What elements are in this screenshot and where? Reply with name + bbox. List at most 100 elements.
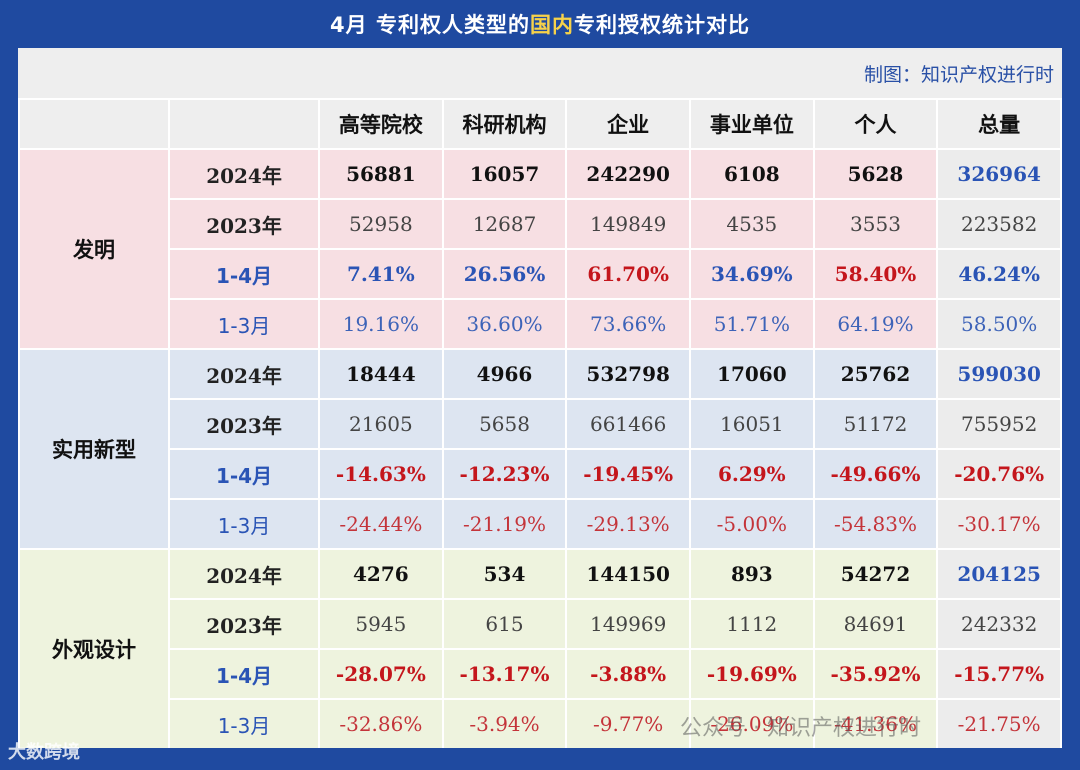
row-label: 2023年 <box>170 400 319 448</box>
row-label: 1-3月 <box>170 300 319 348</box>
row-label: 1-4月 <box>170 250 319 298</box>
row-label: 2024年 <box>170 350 319 398</box>
value-cell: -19.69% <box>691 650 813 698</box>
value-cell: 661466 <box>567 400 689 448</box>
value-cell: 5945 <box>320 600 442 648</box>
value-cell: -3.88% <box>567 650 689 698</box>
row-label: 1-4月 <box>170 650 319 698</box>
value-cell: -29.13% <box>567 500 689 548</box>
value-cell: -21.75% <box>938 700 1060 748</box>
value-cell: 893 <box>691 550 813 598</box>
value-cell: 19.16% <box>320 300 442 348</box>
value-cell: -20.76% <box>938 450 1060 498</box>
value-cell: -28.07% <box>320 650 442 698</box>
value-cell: 223582 <box>938 200 1060 248</box>
value-cell: 52958 <box>320 200 442 248</box>
value-cell: 7.41% <box>320 250 442 298</box>
row-label: 1-3月 <box>170 500 319 548</box>
table-row: 发明 2024年 56881 16057 242290 6108 5628 326964 <box>20 150 1060 348</box>
column-header: 科研机构 <box>443 100 566 148</box>
value-cell: 54272 <box>814 550 937 598</box>
value-cell: 6.29% <box>691 450 813 498</box>
value-cell: 18444 <box>320 350 442 398</box>
group-label: 发明 <box>20 150 169 348</box>
table-row: 2023年 5945 615 149969 1112 84691 242332 <box>20 600 1060 648</box>
value-cell: -19.45% <box>567 450 689 498</box>
row-label: 1-4月 <box>170 450 319 498</box>
value-cell: 34.69% <box>691 250 813 298</box>
column-header: 总量 <box>938 100 1060 148</box>
page-title: 4月 专利权人类型的 国内 专利授权统计对比 <box>0 0 1080 48</box>
value-cell: -5.00% <box>691 500 813 548</box>
value-cell: -9.77% <box>567 700 689 748</box>
column-header: 高等院校 <box>320 100 442 148</box>
title-highlight: 国内 <box>529 13 574 37</box>
title-prefix: 4月 专利权人类型的 <box>330 13 530 37</box>
value-cell: -12.23% <box>443 450 566 498</box>
value-cell: 326964 <box>938 150 1060 198</box>
value-cell: -3.94% <box>443 700 566 748</box>
column-header: 企业 <box>567 100 689 148</box>
table-row: 1-3月 -32.86% -3.94% -9.77% -26.09% -41.36% -21… <box>20 700 1060 748</box>
value-cell: 51172 <box>814 400 937 448</box>
table-row: 1-4月 -14.63% -12.23% -19.45% 6.29% -49.66% -20… <box>20 450 1060 498</box>
group-label: 外观设计 <box>20 550 169 748</box>
value-cell: -14.63% <box>320 450 442 498</box>
value-cell: 12687 <box>443 200 566 248</box>
title-suffix: 专利授权统计对比 <box>573 13 750 37</box>
row-label: 2024年 <box>170 550 319 598</box>
value-cell: 755952 <box>938 400 1060 448</box>
value-cell: 4966 <box>443 350 566 398</box>
value-cell: -24.44% <box>320 500 442 548</box>
row-label: 2023年 <box>170 600 319 648</box>
value-cell: 58.50% <box>938 300 1060 348</box>
value-cell: -15.77% <box>938 650 1060 698</box>
value-cell: 149969 <box>567 600 689 648</box>
value-cell: -49.66% <box>814 450 937 498</box>
table-row: 1-4月 -28.07% -13.17% -3.88% -19.69% -35.92% -1… <box>20 650 1060 698</box>
value-cell: 36.60% <box>443 300 566 348</box>
row-label: 1-3月 <box>170 700 319 748</box>
value-cell: 532798 <box>567 350 689 398</box>
value-cell: 64.19% <box>814 300 937 348</box>
row-label: 2023年 <box>170 200 319 248</box>
value-cell: 6108 <box>691 150 813 198</box>
value-cell: -21.19% <box>443 500 566 548</box>
value-cell: 84691 <box>814 600 937 648</box>
credit-line: 制图：知识产权进行时 <box>18 48 1062 98</box>
row-label: 2024年 <box>170 150 319 198</box>
table-row: 1-3月 19.16% 36.60% 73.66% 51.71% 64.19% 58.50% <box>20 300 1060 348</box>
header-blank-cell <box>20 100 169 148</box>
value-cell: 5628 <box>814 150 937 198</box>
column-header: 事业单位 <box>691 100 813 148</box>
value-cell: -13.17% <box>443 650 566 698</box>
value-cell: 599030 <box>938 350 1060 398</box>
value-cell: 25762 <box>814 350 937 398</box>
value-cell: -32.86% <box>320 700 442 748</box>
value-cell: 5658 <box>443 400 566 448</box>
value-cell: 4276 <box>320 550 442 598</box>
value-cell: -54.83% <box>814 500 937 548</box>
value-cell: 144150 <box>567 550 689 598</box>
value-cell: 4535 <box>691 200 813 248</box>
value-cell: 615 <box>443 600 566 648</box>
header-blank-cell <box>170 100 319 148</box>
value-cell: 242332 <box>938 600 1060 648</box>
table-row: 实用新型 2024年 18444 4966 532798 17060 25762 599030 <box>20 350 1060 548</box>
data-table: 高等院校 科研机构 企业 事业单位 个人 总量 发明 2024年 56881 16057 24229… <box>18 98 1062 750</box>
value-cell: 242290 <box>567 150 689 198</box>
logo: 大数跨境 <box>8 742 80 763</box>
table-panel: 制图：知识产权进行时 高等院校 科研机构 企业 事业单位 个人 总量 发明 2024年 5688… <box>18 48 1062 748</box>
value-cell: 58.40% <box>814 250 937 298</box>
value-cell: 149849 <box>567 200 689 248</box>
value-cell: 204125 <box>938 550 1060 598</box>
value-cell: 17060 <box>691 350 813 398</box>
value-cell: 51.71% <box>691 300 813 348</box>
header-row: 高等院校 科研机构 企业 事业单位 个人 总量 <box>20 100 1060 148</box>
value-cell: 1112 <box>691 600 813 648</box>
table-row: 2023年 21605 5658 661466 16051 51172 755952 <box>20 400 1060 448</box>
value-cell: 56881 <box>320 150 442 198</box>
value-cell: 26.56% <box>443 250 566 298</box>
value-cell: 16051 <box>691 400 813 448</box>
table-row: 2023年 52958 12687 149849 4535 3553 223582 <box>20 200 1060 248</box>
